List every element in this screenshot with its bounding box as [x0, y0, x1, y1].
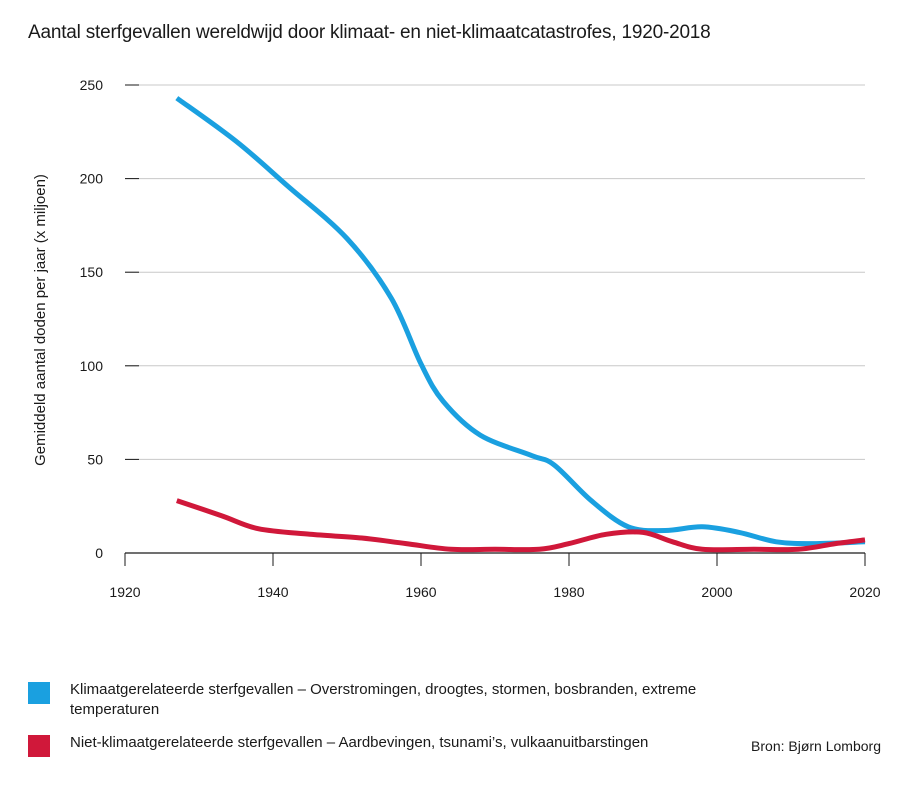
- y-tick-label: 50: [87, 451, 103, 467]
- x-tick-label: 1980: [553, 584, 584, 600]
- legend-label-climate: Klimaatgerelateerde sterfgevallen – Over…: [70, 681, 697, 718]
- source-note: Bron: Bjørn Lomborg: [751, 738, 881, 754]
- x-tick-label: 1940: [257, 584, 288, 600]
- y-tick-label: 100: [80, 358, 104, 374]
- series-line-non-climate: [175, 498, 866, 553]
- gridlines: [125, 84, 865, 460]
- legend-swatch-climate: [28, 682, 50, 704]
- y-tick-label: 150: [80, 264, 104, 280]
- x-tick-label: 1920: [109, 584, 140, 600]
- y-tick-label: 200: [80, 171, 104, 187]
- x-tick-label: 1960: [405, 584, 436, 600]
- y-axis-label: Gemiddeld aantal doden per jaar (x miljo…: [32, 174, 49, 466]
- y-tick-label: 250: [80, 77, 104, 93]
- legend-label-non-climate: Niet-klimaatgerelateerde sterfgevallen –…: [70, 734, 649, 751]
- x-tick-label: 2020: [849, 584, 880, 600]
- axes: 0 50 100 150 200 250 1920 1940 1960 1980 2000 2020: [80, 77, 881, 600]
- series-lines: [175, 96, 866, 553]
- legend-swatch-non-climate: [28, 735, 50, 757]
- chart-title: Aantal sterfgevallen wereldwijd door kli…: [28, 22, 711, 43]
- x-tick-label: 2000: [701, 584, 732, 600]
- series-line-climate: [175, 96, 866, 547]
- y-tick-label: 0: [95, 545, 103, 561]
